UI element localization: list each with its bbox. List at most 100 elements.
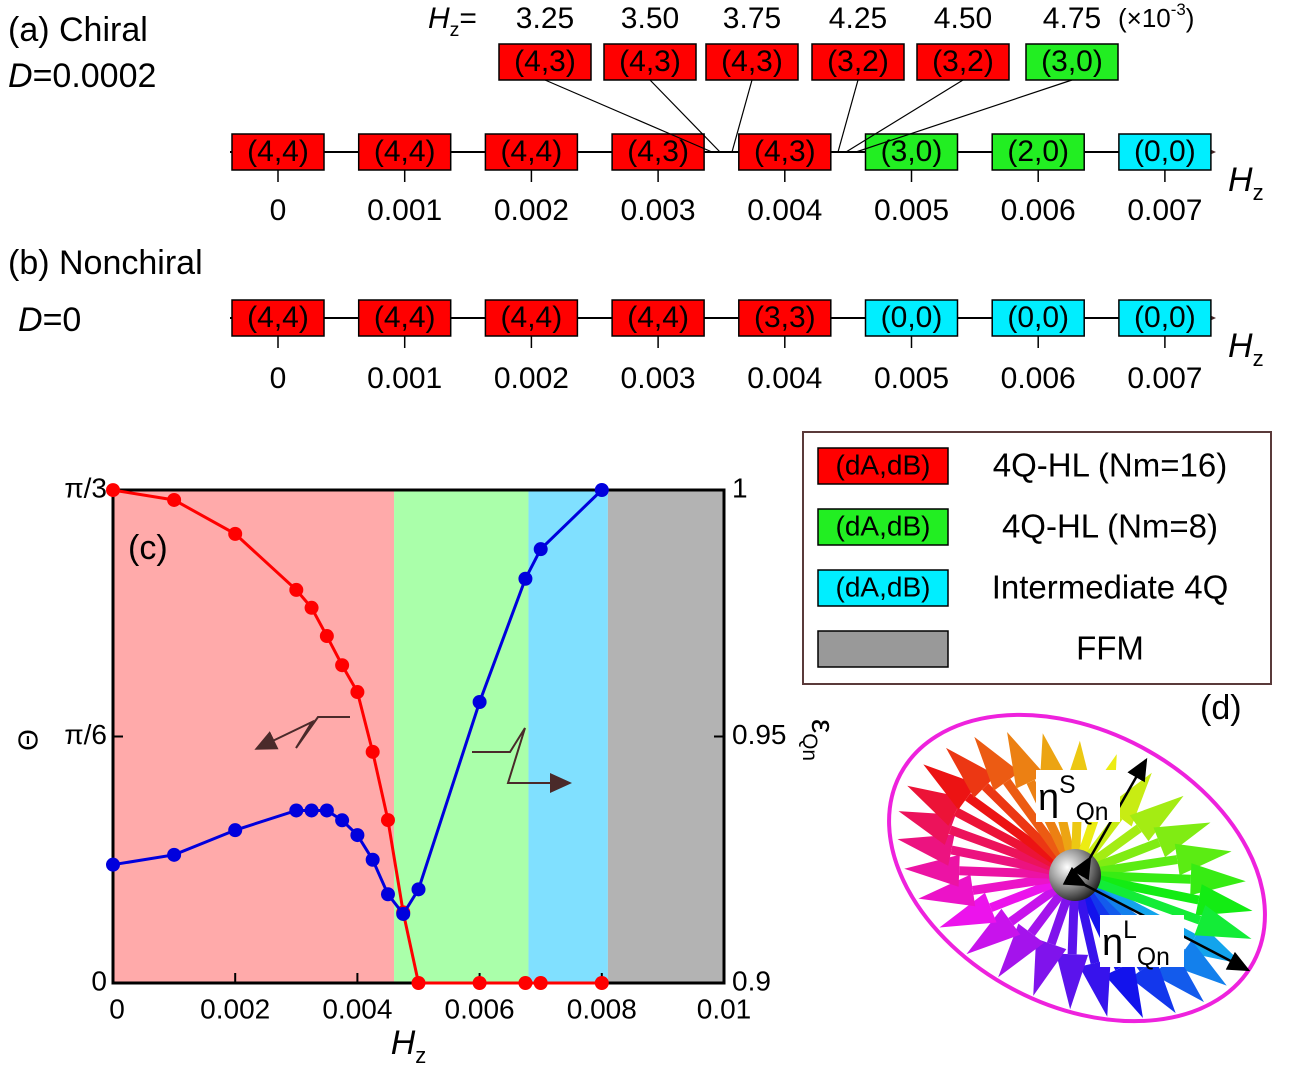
label-bg <box>1100 915 1184 967</box>
phase-label: (4,3) <box>721 45 783 78</box>
data-point <box>319 803 334 818</box>
param: D=0.0002 <box>8 57 156 95</box>
phase-region <box>528 490 608 983</box>
inset-value: 4.75 <box>1043 2 1101 35</box>
data-point <box>472 694 487 709</box>
x-tick-label: 0.01 <box>697 993 752 1024</box>
panel-d <box>887 712 1267 1024</box>
spin-arrow-head <box>1104 961 1143 1019</box>
y2-axis-label: εQn <box>798 719 841 761</box>
phase-label: (3,2) <box>827 45 889 78</box>
y-tick-label: π/6 <box>64 719 107 750</box>
series-line <box>112 488 602 985</box>
y2-tick-label: 0.9 <box>732 965 771 996</box>
spin-arrow-shaft <box>959 866 1051 879</box>
spin-arrow-head <box>1190 863 1246 896</box>
legend-swatch <box>817 569 949 607</box>
spin-arrow-head <box>1007 731 1046 789</box>
tick-label: 0.001 <box>367 362 442 395</box>
spin-arrow-shaft <box>965 793 1058 864</box>
data-point <box>228 823 243 838</box>
tick-label: 0.005 <box>874 362 949 395</box>
inset-value: 3.50 <box>621 2 679 35</box>
phase-box <box>484 133 579 171</box>
legend-label: 4Q-HL (Nm=16) <box>993 447 1227 484</box>
direction-arrow <box>254 716 350 750</box>
phase-label: (0,0) <box>1134 301 1196 334</box>
x-tick-label: 0.004 <box>322 993 392 1024</box>
spin-arrow-head <box>1079 959 1111 1017</box>
phase-label: (4,4) <box>374 301 436 334</box>
phase-box <box>603 43 697 81</box>
axis-label-part: z <box>1253 180 1264 205</box>
data-point <box>106 483 120 498</box>
phase-box <box>916 43 1010 81</box>
legend-swatch <box>817 447 949 485</box>
connector <box>731 79 753 153</box>
legend-swatch-label: (dA,dB) <box>836 571 931 602</box>
phase-region <box>607 490 724 983</box>
inset-value: 3.25 <box>516 2 574 35</box>
inset-prefix-part: = <box>459 2 477 35</box>
inset-value: 4.25 <box>829 2 887 35</box>
connector <box>855 79 1073 153</box>
phase-box <box>864 299 959 337</box>
panel-label-part: (a) Chiral <box>8 11 148 49</box>
inset-value: 3.75 <box>723 2 781 35</box>
phase-label: (4,4) <box>374 135 436 168</box>
spin-arrow-shaft <box>1008 886 1058 926</box>
spin-arrow-head <box>918 874 976 907</box>
phase-box <box>357 299 452 337</box>
phase-label: (3,3) <box>754 301 816 334</box>
data-point <box>533 976 548 990</box>
tick-label: 0.007 <box>1127 194 1202 227</box>
data-point <box>289 582 304 597</box>
inset-unit-part: -3 <box>1171 0 1186 19</box>
spin-arrow-head <box>904 854 960 887</box>
inset-prefix: Hz= <box>428 2 477 41</box>
connector <box>544 79 713 153</box>
spin-arrow-shaft <box>989 879 1054 912</box>
phase-box <box>1118 299 1212 337</box>
spin-arrow-shaft <box>1067 899 1079 955</box>
spin-arrow-head <box>939 892 997 928</box>
eta-s-label-part: Qn <box>1076 799 1109 826</box>
axis-label: Hz <box>1228 161 1264 205</box>
tick-label: 0.002 <box>494 194 569 227</box>
panel-label: (c) <box>128 529 168 567</box>
label-bg <box>1036 770 1120 822</box>
phase-box <box>738 299 832 337</box>
spin-arrow-shaft <box>950 845 1052 875</box>
tick-label: 0.002 <box>494 362 569 395</box>
data-point <box>335 658 350 673</box>
phase-label: (4,4) <box>247 301 309 334</box>
axis-label-part: H <box>1228 161 1253 199</box>
data-point <box>518 976 533 990</box>
legend-swatch <box>817 508 949 546</box>
data-point <box>335 813 350 828</box>
param-part: D <box>18 301 43 339</box>
tick-label: 0.005 <box>874 194 949 227</box>
direction-arrow <box>472 727 572 793</box>
eta-s-label-part: S <box>1059 772 1075 799</box>
data-point <box>319 629 334 644</box>
data-point <box>228 526 243 541</box>
phase-box <box>1025 43 1119 81</box>
spin-arrow-shaft <box>972 874 1051 895</box>
tick-label: 0 <box>270 194 287 227</box>
data-point <box>365 852 380 867</box>
phase-box <box>357 133 452 171</box>
spin-arrow-head <box>974 736 1020 791</box>
y2-tick-label: 0.95 <box>732 719 787 750</box>
y2-axis-label-part: Qn <box>798 733 821 761</box>
phase-label: (0,0) <box>1134 135 1196 168</box>
data-point <box>350 828 365 843</box>
data-point <box>289 803 304 818</box>
axis-label: Hz <box>1228 327 1264 371</box>
center-sphere <box>1049 849 1101 901</box>
phase-label: (4,4) <box>247 135 309 168</box>
spin-arrow-head <box>1130 959 1176 1014</box>
tick-label: 0.004 <box>747 362 822 395</box>
spin-arrow-shaft <box>948 825 1054 871</box>
spin-arrow-head <box>1153 822 1211 858</box>
